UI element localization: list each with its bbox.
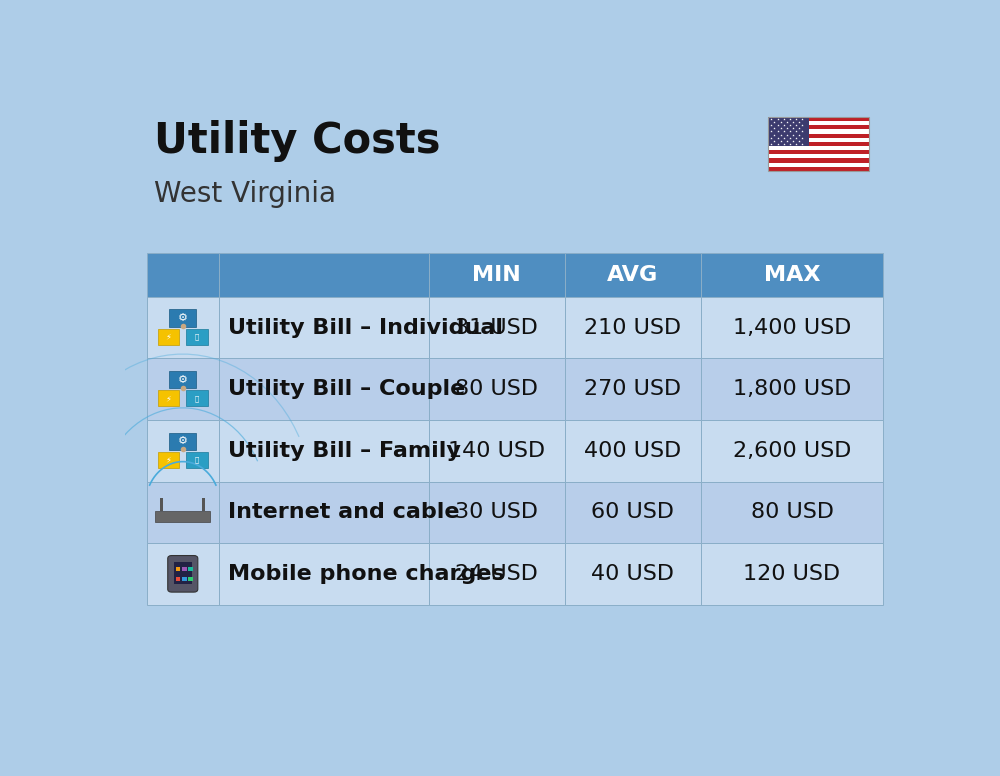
Bar — [768, 117, 809, 146]
Text: Internet and cable: Internet and cable — [228, 502, 460, 522]
Text: 210 USD: 210 USD — [584, 317, 682, 338]
Bar — [429, 297, 565, 359]
Bar — [219, 420, 429, 481]
Bar — [768, 150, 869, 154]
Text: 80 USD: 80 USD — [751, 502, 834, 522]
Bar — [169, 371, 196, 388]
Bar — [186, 390, 208, 407]
Bar — [768, 146, 869, 150]
Text: ⚡: ⚡ — [166, 393, 171, 403]
Bar — [158, 328, 179, 345]
Bar — [219, 297, 429, 359]
Bar — [429, 359, 565, 420]
Bar — [147, 543, 219, 605]
Text: ⚙: ⚙ — [178, 313, 188, 323]
Bar — [701, 481, 883, 543]
Text: 1,400 USD: 1,400 USD — [733, 317, 851, 338]
Bar — [147, 359, 219, 420]
Bar — [701, 420, 883, 481]
Bar — [768, 137, 869, 142]
Text: 140 USD: 140 USD — [448, 441, 545, 461]
Bar — [768, 162, 869, 167]
Bar — [565, 297, 701, 359]
Text: 💧: 💧 — [195, 334, 199, 340]
Bar — [768, 130, 869, 133]
Text: 31 USD: 31 USD — [455, 317, 538, 338]
Text: 120 USD: 120 USD — [743, 564, 841, 584]
Bar — [169, 432, 196, 450]
Bar — [768, 167, 869, 171]
Bar — [768, 125, 869, 130]
Bar — [429, 543, 565, 605]
Text: ⚡: ⚡ — [166, 332, 171, 341]
Bar — [219, 543, 429, 605]
FancyBboxPatch shape — [168, 556, 198, 592]
Text: AVG: AVG — [607, 265, 659, 285]
Bar — [147, 253, 219, 297]
Text: West Virginia: West Virginia — [154, 180, 336, 208]
Text: 400 USD: 400 USD — [584, 441, 682, 461]
Bar — [160, 498, 163, 511]
Bar — [768, 158, 869, 162]
Bar — [169, 310, 196, 327]
Text: 40 USD: 40 USD — [591, 564, 674, 584]
Bar — [158, 452, 179, 468]
Text: 2,600 USD: 2,600 USD — [733, 441, 851, 461]
Text: MAX: MAX — [764, 265, 820, 285]
Bar — [565, 481, 701, 543]
Bar — [768, 117, 869, 121]
Bar — [219, 481, 429, 543]
Text: 80 USD: 80 USD — [455, 379, 538, 399]
Text: Utility Bill – Individual: Utility Bill – Individual — [228, 317, 503, 338]
Bar — [768, 117, 869, 171]
Bar — [176, 567, 180, 570]
Text: 270 USD: 270 USD — [584, 379, 682, 399]
Text: 💧: 💧 — [195, 395, 199, 401]
Bar — [429, 420, 565, 481]
Text: 1,800 USD: 1,800 USD — [733, 379, 851, 399]
Bar — [155, 511, 210, 521]
Bar — [188, 577, 193, 580]
Text: Utility Bill – Family: Utility Bill – Family — [228, 441, 461, 461]
Text: Mobile phone charges: Mobile phone charges — [228, 564, 505, 584]
Bar — [182, 577, 187, 580]
Text: 30 USD: 30 USD — [455, 502, 538, 522]
Bar — [176, 577, 180, 580]
Text: ⚙: ⚙ — [178, 436, 188, 446]
Bar — [768, 142, 869, 146]
Bar — [768, 121, 869, 125]
Bar — [565, 420, 701, 481]
Text: 💧: 💧 — [195, 456, 199, 463]
Bar — [182, 567, 187, 570]
Text: ⚙: ⚙ — [178, 375, 188, 385]
Bar — [202, 498, 205, 511]
Bar — [429, 481, 565, 543]
Bar — [147, 481, 219, 543]
Bar — [174, 563, 192, 584]
Bar — [147, 420, 219, 481]
Bar — [701, 253, 883, 297]
Bar — [565, 359, 701, 420]
Bar — [429, 253, 565, 297]
Bar — [147, 297, 219, 359]
Text: 24 USD: 24 USD — [455, 564, 538, 584]
Bar — [186, 328, 208, 345]
Bar — [565, 253, 701, 297]
Bar — [219, 359, 429, 420]
Bar — [701, 359, 883, 420]
Text: 60 USD: 60 USD — [591, 502, 674, 522]
Text: MIN: MIN — [472, 265, 521, 285]
Bar — [186, 452, 208, 468]
Bar — [565, 543, 701, 605]
Bar — [701, 297, 883, 359]
Bar — [158, 390, 179, 407]
Text: Utility Bill – Couple: Utility Bill – Couple — [228, 379, 465, 399]
Text: ⚡: ⚡ — [166, 456, 171, 464]
Bar — [701, 543, 883, 605]
Text: Utility Costs: Utility Costs — [154, 120, 441, 162]
Bar — [219, 253, 429, 297]
Bar — [188, 567, 193, 570]
Bar — [768, 133, 869, 137]
Bar — [768, 154, 869, 158]
